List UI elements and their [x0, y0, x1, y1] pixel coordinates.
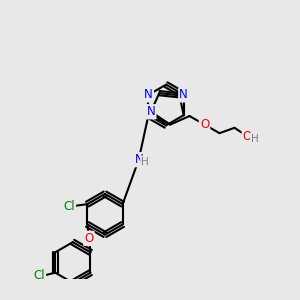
Text: H: H: [141, 157, 149, 167]
Text: Cl: Cl: [63, 200, 75, 213]
Text: O: O: [243, 130, 252, 143]
Text: N: N: [144, 88, 153, 101]
Text: N: N: [147, 105, 155, 118]
Text: N: N: [179, 88, 188, 101]
Text: O: O: [84, 232, 94, 245]
Text: Cl: Cl: [33, 269, 45, 282]
Text: H: H: [251, 134, 259, 143]
Text: O: O: [200, 118, 209, 131]
Text: N: N: [134, 153, 143, 166]
